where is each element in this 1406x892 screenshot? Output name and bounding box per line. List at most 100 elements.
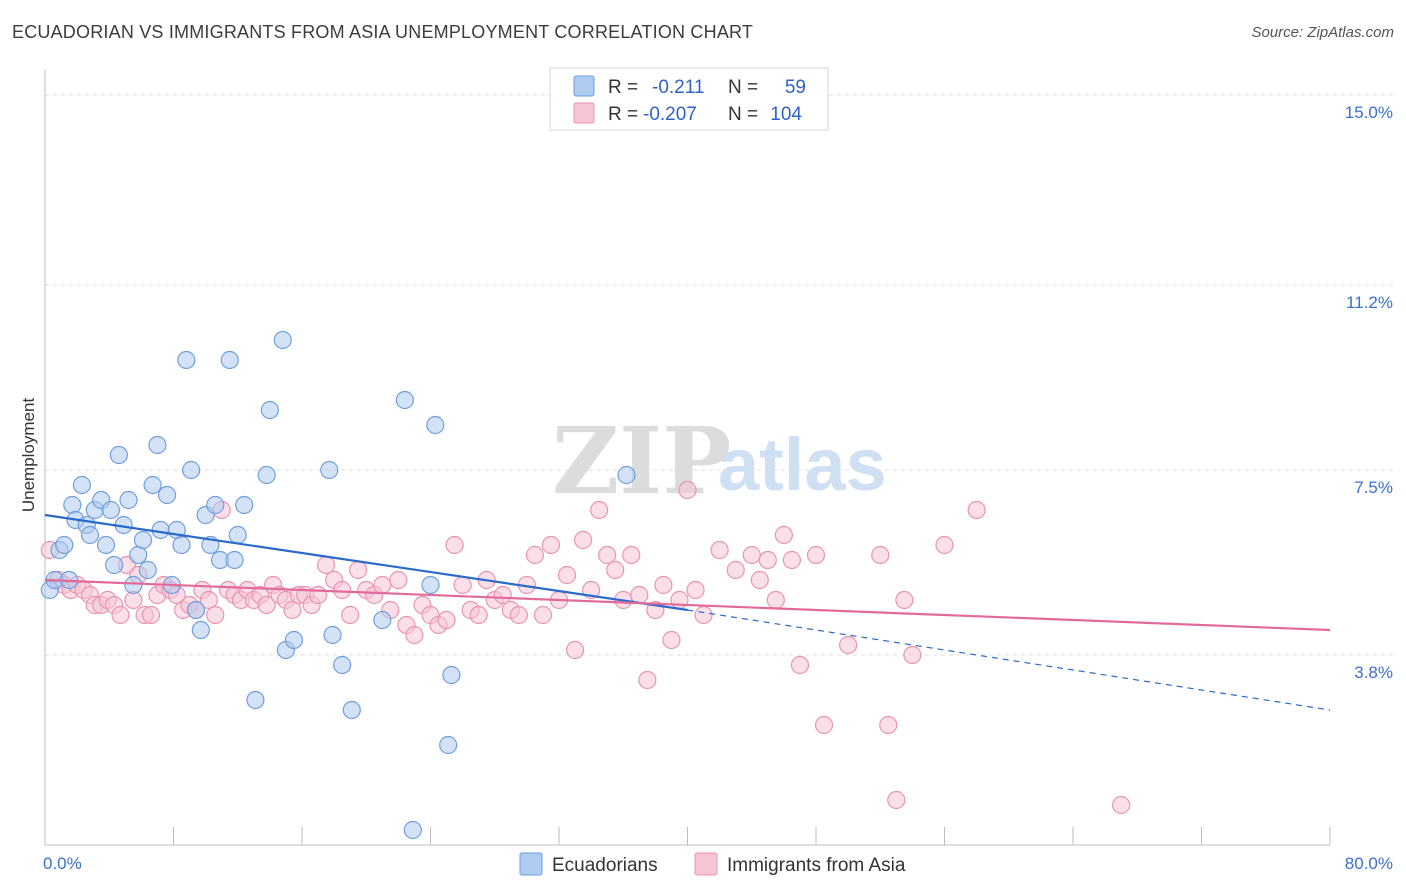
immigrants-from-asia-point-108	[935, 535, 954, 555]
immigrants-from-asia-point-92	[726, 560, 745, 580]
ecuadorians-point-48	[323, 625, 342, 645]
immigrants-from-asia-point-78	[598, 545, 617, 565]
ecuadorians-point-5	[63, 495, 82, 515]
immigrants-from-asia-point-67	[509, 605, 528, 625]
ecuadorians-point-20	[133, 530, 153, 550]
immigrants-from-asia-point-89	[686, 580, 705, 600]
ecuadorians-point-23	[148, 435, 167, 455]
immigrants-from-asia-point-59	[445, 535, 464, 555]
immigrants-from-asia-point-45	[333, 580, 352, 600]
ecuadorians-point-25	[157, 485, 177, 505]
series-legend: Ecuadorians Immigrants from Asia	[519, 852, 906, 876]
ecuadorians-point-42	[257, 465, 276, 485]
immigrants-from-asia-point-34	[257, 595, 276, 615]
y-tick-label-3: 15.0%	[1345, 103, 1393, 122]
immigrants-from-asia-point-99	[790, 655, 810, 675]
immigrants-from-asia-point-83	[638, 670, 657, 690]
ecuadorians-point-21	[138, 560, 157, 580]
legend-r-value-1: -0.211	[652, 77, 704, 98]
watermark-zip: ZIP	[552, 407, 731, 515]
ecuadorians-point-43	[260, 400, 279, 420]
immigrants-from-asia-point-65	[493, 585, 512, 605]
ecuadorians-point-40	[235, 495, 254, 515]
immigrants-from-asia-point-90	[694, 605, 713, 625]
legend-n-label-1: N =	[728, 77, 758, 98]
bottom-legend-swatch-ecuadorians	[519, 852, 543, 876]
ecuadorians-point-29	[177, 350, 196, 370]
series-immigrants-from-asia-points	[40, 480, 1131, 815]
ecuadorians-point-28	[172, 535, 191, 555]
legend-swatch-ecuadorians	[573, 75, 595, 97]
immigrants-from-asia-point-91	[710, 540, 729, 560]
legend-n-label-2: N =	[728, 104, 758, 125]
ecuadorians-point-35	[206, 495, 225, 515]
immigrants-from-asia-point-86	[662, 630, 681, 650]
watermark: ZIP atlas	[552, 407, 887, 515]
ecuadorians-point-55	[426, 415, 445, 435]
x-tick-label-0: 0.0%	[43, 854, 82, 873]
ecuadorians-point-3	[55, 535, 74, 555]
immigrants-from-asia-point-11	[111, 605, 130, 625]
immigrants-from-asia-point-70	[533, 605, 553, 625]
ecuadorians-point-18	[124, 575, 143, 595]
immigrants-from-asia-point-103	[871, 545, 890, 565]
immigrants-from-asia-point-62	[469, 605, 488, 625]
legend-r-label-2: R =	[608, 104, 638, 125]
x-tick-label-1: 80.0%	[1345, 854, 1393, 873]
immigrants-from-asia-point-96	[766, 590, 785, 610]
bottom-legend-swatch-immigrants-from-asia	[694, 852, 718, 876]
ecuadorians-point-52	[395, 390, 414, 410]
immigrants-from-asia-point-110	[1112, 795, 1131, 815]
ecuadorians-point-38	[225, 550, 244, 570]
y-axis-title: Unemployment	[19, 398, 38, 513]
immigrants-from-asia-point-58	[437, 610, 456, 630]
immigrants-from-asia-point-42	[308, 585, 328, 605]
immigrants-from-asia-point-81	[622, 545, 641, 565]
ecuadorians-point-47	[320, 460, 339, 480]
immigrants-from-asia-point-85	[654, 575, 673, 595]
immigrants-from-asia-point-43	[316, 555, 336, 575]
immigrants-from-asia-point-47	[349, 560, 368, 580]
ecuadorians-point-46	[284, 630, 304, 650]
ecuadorians-point-54	[421, 575, 440, 595]
trend-lines	[44, 513, 1331, 711]
ecuadorians-point-13	[101, 500, 120, 520]
source-label: Source: ZipAtlas.com	[1251, 24, 1394, 41]
immigrants-from-asia-point-60	[453, 575, 472, 595]
immigrants-from-asia-point-38	[283, 600, 302, 620]
series-ecuadorians-points	[40, 330, 636, 840]
ecuadorians-point-30	[182, 460, 201, 480]
bottom-legend-label-immigrants-from-asia: Immigrants from Asia	[727, 855, 906, 876]
immigrants-from-asia-point-105	[887, 790, 906, 810]
ecuadorians-point-12	[96, 535, 116, 555]
immigrants-from-asia-point-71	[541, 535, 561, 555]
ecuadorians-trend-line-extension	[687, 609, 1331, 711]
immigrants-from-asia-point-107	[903, 645, 922, 665]
immigrants-from-asia-point-101	[814, 715, 834, 735]
immigrants-from-asia-point-54	[405, 625, 424, 645]
ecuadorians-point-24	[151, 520, 170, 540]
immigrants-from-asia-point-109	[967, 500, 986, 520]
immigrants-from-asia-point-50	[373, 575, 392, 595]
immigrants-from-asia-point-94	[750, 570, 769, 590]
watermark-atlas: atlas	[718, 423, 887, 506]
ecuadorians-point-9	[80, 525, 100, 545]
immigrants-from-asia-point-88	[678, 480, 697, 500]
y-tick-label-0: 3.8%	[1354, 663, 1393, 682]
immigrants-from-asia-point-75	[573, 530, 593, 550]
immigrants-from-asia-point-26	[206, 605, 225, 625]
ecuadorians-point-44	[273, 330, 292, 350]
immigrants-from-asia-point-25	[199, 590, 218, 610]
immigrants-from-asia-point-16	[141, 605, 161, 625]
ecuadorians-point-15	[109, 445, 128, 465]
legend-r-label-1: R =	[608, 77, 638, 98]
x-tick-labels: 0.0% 80.0%	[43, 854, 1393, 873]
ecuadorians-point-49	[333, 655, 352, 675]
immigrants-from-asia-point-93	[742, 545, 761, 565]
y-tick-labels: 3.8% 7.5% 11.2% 15.0%	[1345, 103, 1393, 682]
ecuadorians-point-22	[143, 475, 162, 495]
y-tick-label-2: 11.2%	[1346, 293, 1393, 312]
immigrants-from-asia-trend-line	[44, 578, 1331, 632]
immigrants-from-asia-point-102	[839, 635, 858, 655]
grid-lines	[45, 94, 1395, 656]
